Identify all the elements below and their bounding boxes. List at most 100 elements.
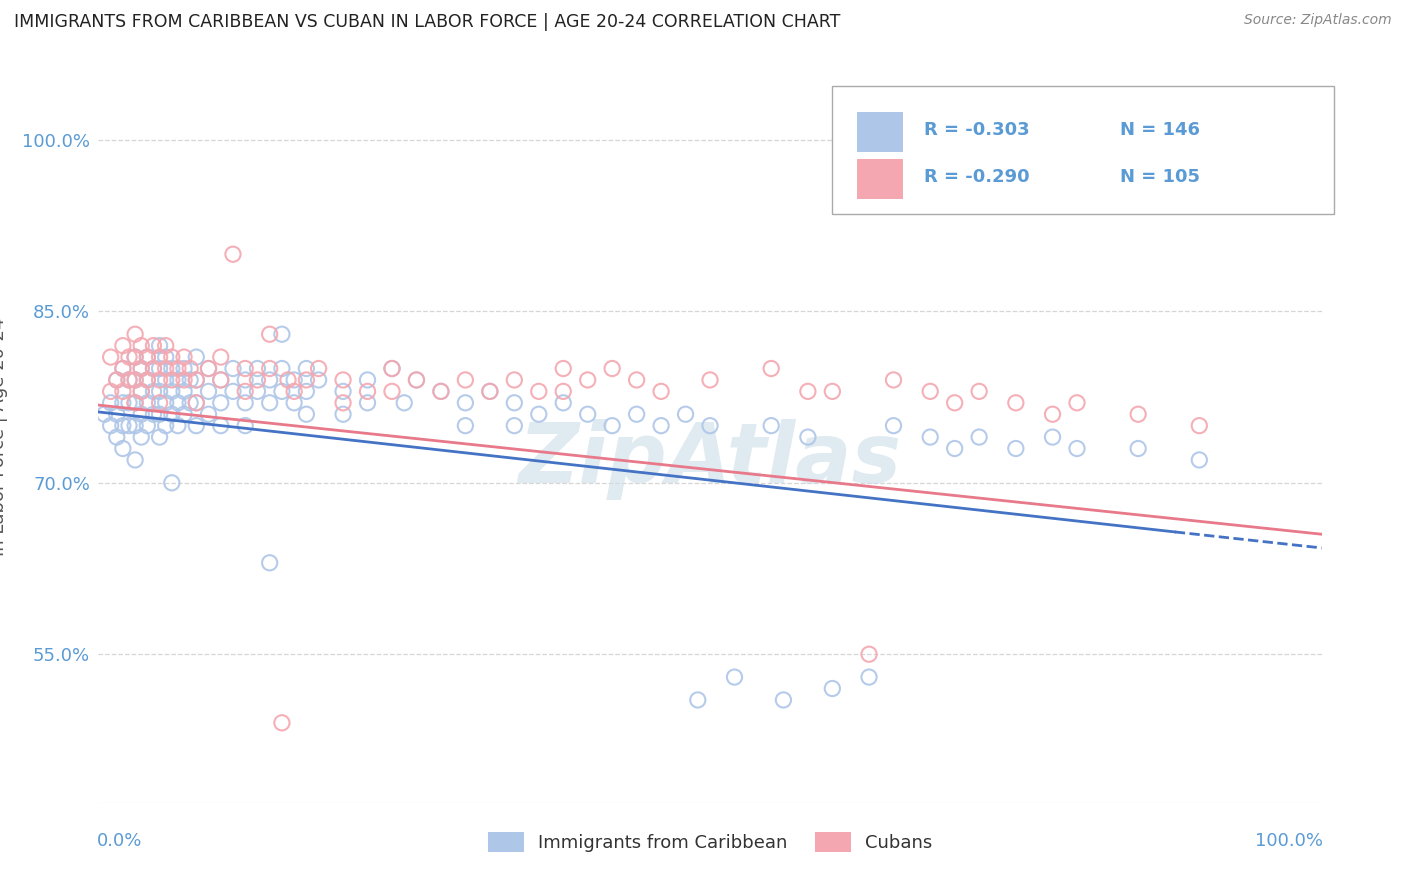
Bar xyxy=(856,112,903,152)
Point xyxy=(111,396,134,410)
Point xyxy=(1004,442,1026,456)
Point xyxy=(1128,407,1150,421)
Point xyxy=(270,327,294,342)
Point xyxy=(142,384,165,399)
Point xyxy=(173,373,195,387)
Point xyxy=(626,407,648,421)
Point xyxy=(129,361,152,376)
Text: Source: ZipAtlas.com: Source: ZipAtlas.com xyxy=(1244,13,1392,28)
Bar xyxy=(856,159,903,200)
Point xyxy=(527,407,550,421)
Point xyxy=(222,384,245,399)
Point xyxy=(118,373,141,387)
Point xyxy=(173,384,195,399)
Point xyxy=(943,442,966,456)
Point xyxy=(186,418,208,433)
Point xyxy=(454,373,477,387)
Point xyxy=(883,373,905,387)
Point xyxy=(111,418,134,433)
Point xyxy=(100,384,122,399)
Point xyxy=(129,339,152,353)
Point xyxy=(129,361,152,376)
Point xyxy=(100,350,122,364)
Point xyxy=(259,327,281,342)
Y-axis label: In Labor Force | Age 20-24: In Labor Force | Age 20-24 xyxy=(0,318,8,557)
Point xyxy=(527,384,550,399)
Point xyxy=(246,373,269,387)
Point xyxy=(270,715,294,730)
Point xyxy=(270,384,294,399)
Point xyxy=(600,418,623,433)
Point xyxy=(111,339,134,353)
Point xyxy=(124,350,146,364)
Point xyxy=(454,418,477,433)
Point xyxy=(1042,430,1064,444)
Point xyxy=(686,693,709,707)
Point xyxy=(197,361,219,376)
Text: R = -0.303: R = -0.303 xyxy=(924,121,1029,139)
Point xyxy=(186,396,208,410)
Point xyxy=(209,350,232,364)
Point xyxy=(136,373,159,387)
Point xyxy=(1066,442,1088,456)
Point xyxy=(675,407,697,421)
Point xyxy=(118,418,141,433)
Point xyxy=(405,373,427,387)
Point xyxy=(124,453,146,467)
Point xyxy=(155,418,177,433)
Point xyxy=(111,384,134,399)
Point xyxy=(797,430,820,444)
Point xyxy=(1188,418,1211,433)
Point xyxy=(920,384,942,399)
Point xyxy=(173,350,195,364)
Point xyxy=(155,361,177,376)
Point xyxy=(233,361,256,376)
Point xyxy=(283,384,305,399)
FancyBboxPatch shape xyxy=(832,86,1334,214)
Point xyxy=(772,693,794,707)
Point xyxy=(626,373,648,387)
Point xyxy=(160,373,183,387)
Point xyxy=(129,384,152,399)
Point xyxy=(149,430,172,444)
Point xyxy=(858,670,880,684)
Point xyxy=(1042,407,1064,421)
Point xyxy=(295,361,318,376)
Point xyxy=(308,373,330,387)
Point xyxy=(883,418,905,433)
Text: R = -0.290: R = -0.290 xyxy=(924,169,1029,186)
Point xyxy=(699,373,721,387)
Point xyxy=(173,361,195,376)
Point xyxy=(277,373,299,387)
Point xyxy=(118,373,141,387)
Point xyxy=(797,384,820,399)
Point xyxy=(503,373,526,387)
Point xyxy=(943,396,966,410)
Text: 100.0%: 100.0% xyxy=(1256,832,1323,850)
Text: ZipAtlas: ZipAtlas xyxy=(519,418,901,500)
Text: 0.0%: 0.0% xyxy=(97,832,142,850)
Point xyxy=(209,373,232,387)
Point xyxy=(186,373,208,387)
Point xyxy=(155,396,177,410)
Point xyxy=(332,396,354,410)
Point xyxy=(381,361,404,376)
Point xyxy=(1004,396,1026,410)
Point xyxy=(167,418,190,433)
Point xyxy=(149,350,172,364)
Point xyxy=(576,407,599,421)
Point xyxy=(149,407,172,421)
Point xyxy=(160,475,183,490)
Point xyxy=(186,350,208,364)
Point xyxy=(1188,453,1211,467)
Point xyxy=(197,407,219,421)
Point xyxy=(111,361,134,376)
Point xyxy=(246,384,269,399)
Point xyxy=(149,361,172,376)
Text: N = 105: N = 105 xyxy=(1119,169,1199,186)
Point xyxy=(179,373,201,387)
Point xyxy=(124,327,146,342)
Point xyxy=(136,350,159,364)
Point xyxy=(356,373,378,387)
Point xyxy=(100,396,122,410)
